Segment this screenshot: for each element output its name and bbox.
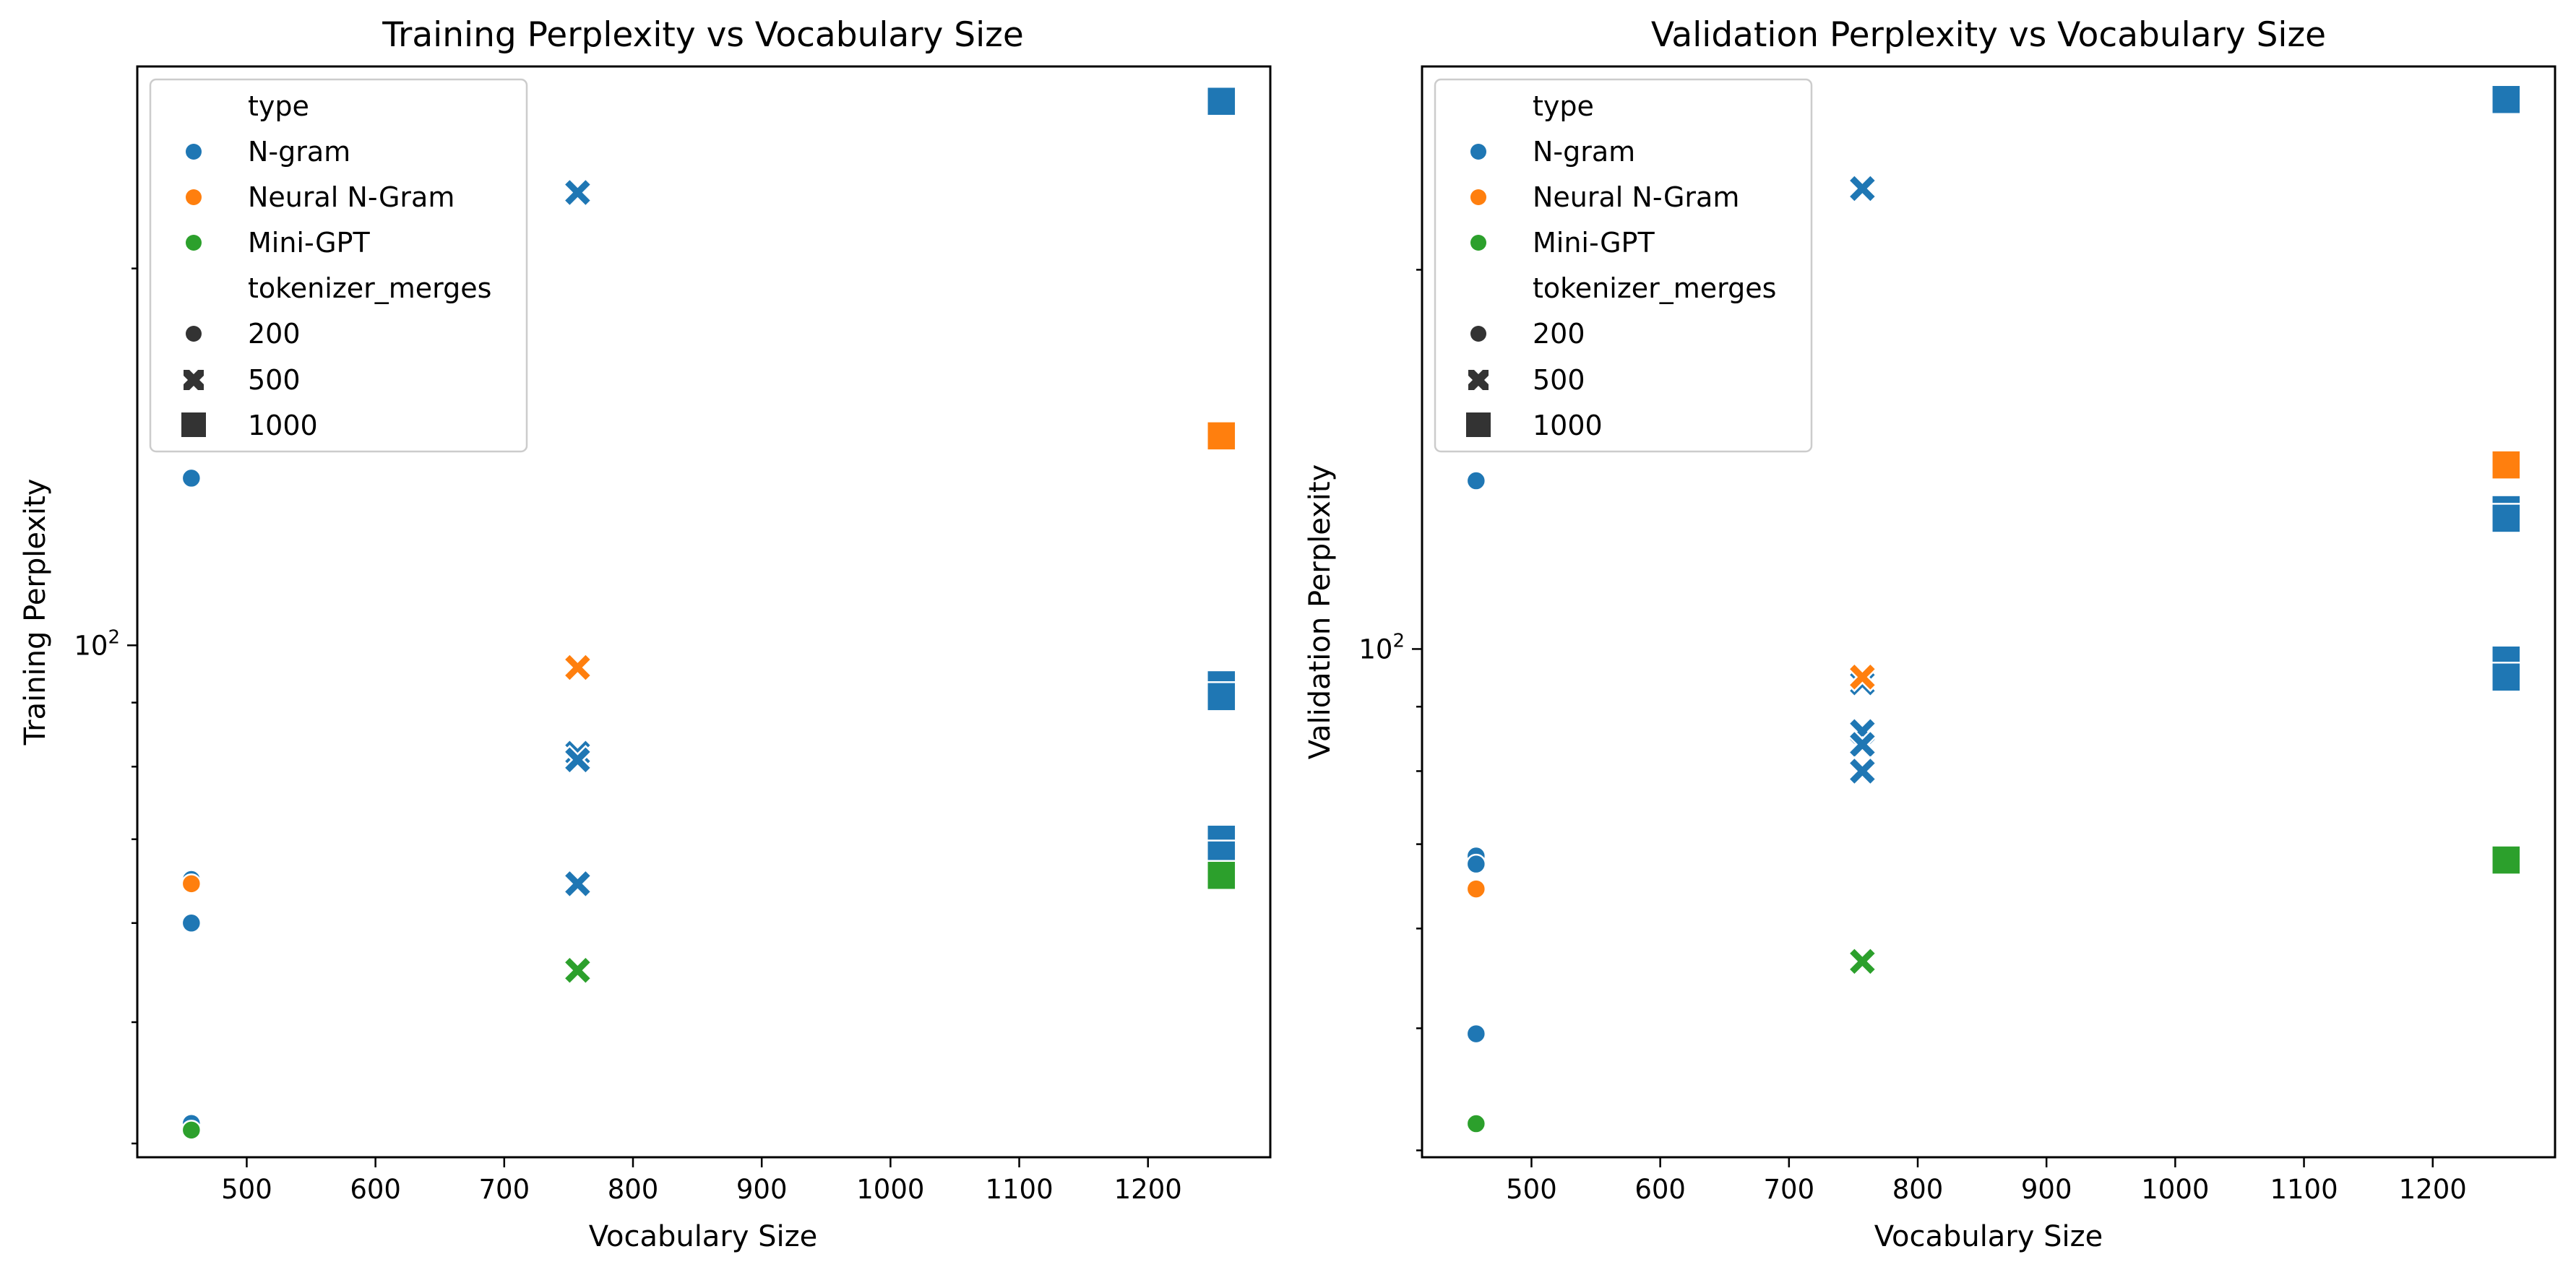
x-axis: 500 600 700 800 900 1000 1100 1200: [221, 1157, 1182, 1205]
x-tick-label: 500: [221, 1174, 272, 1205]
data-point-square: [2491, 503, 2522, 534]
data-point-x: [562, 652, 593, 683]
x-tick-label: 1200: [2399, 1174, 2467, 1205]
x-axis-label: Vocabulary Size: [1874, 1220, 2103, 1253]
legend-marker-n-gram: [186, 144, 202, 160]
plot-frame: [1421, 65, 2556, 1159]
training-perplexity-chart: Training Perplexity vs Vocabulary Size 5…: [19, 15, 1272, 1253]
legend-label-neural-n-gram: Neural N-Gram: [248, 181, 455, 213]
x-tick-label: 900: [736, 1174, 788, 1205]
legend-marker-circle: [1470, 326, 1486, 342]
legend-style-title: tokenizer_merges: [248, 272, 491, 304]
legend-label-200: 200: [248, 318, 301, 350]
data-point-x: [1847, 662, 1878, 693]
legend-label-mini-gpt: Mini-GPT: [1533, 227, 1655, 259]
data-point-square: [2491, 449, 2522, 480]
y-tick-base: 10: [1358, 634, 1392, 665]
data-point-x: [562, 955, 593, 986]
legend-style-title: tokenizer_merges: [1533, 272, 1776, 304]
legend-hue-title: type: [248, 90, 309, 122]
data-point-x: [562, 745, 593, 775]
data-point-square: [1206, 420, 1237, 451]
x-axis-label: Vocabulary Size: [589, 1220, 818, 1253]
chart-title: Training Perplexity vs Vocabulary Size: [382, 15, 1024, 55]
legend-label-mini-gpt: Mini-GPT: [248, 227, 370, 259]
data-point-square: [2491, 662, 2522, 693]
data-point-x: [1847, 756, 1878, 787]
data-point-circle: [1465, 470, 1487, 491]
legend: type N-gram Neural N-Gram Mini-GPT token…: [1434, 78, 1813, 453]
y-axis: 102: [74, 267, 137, 1145]
legend-box: [149, 78, 528, 453]
data-points: [1465, 84, 2522, 1134]
chart-title: Validation Perplexity vs Vocabulary Size: [1651, 15, 2326, 55]
data-point-x: [1847, 173, 1878, 204]
plot-frame: [136, 65, 1272, 1159]
data-point-circle: [181, 873, 202, 894]
data-point-square: [1206, 85, 1237, 117]
x-tick-label: 500: [1506, 1174, 1557, 1205]
x-tick-label: 700: [479, 1174, 530, 1205]
data-point-circle: [1465, 1023, 1487, 1045]
data-point-circle: [181, 1120, 202, 1141]
data-point-x: [1847, 729, 1878, 760]
legend-marker-neural-n-gram: [186, 189, 202, 205]
data-point-square: [2491, 84, 2522, 116]
legend-label-1000: 1000: [248, 410, 318, 441]
data-point-square: [1206, 681, 1237, 712]
x-tick-label: 1000: [856, 1174, 924, 1205]
y-tick-label: 102: [74, 626, 120, 661]
data-point-x: [562, 868, 593, 899]
y-tick-base: 10: [74, 630, 108, 661]
legend-label-500: 500: [248, 364, 301, 396]
data-point-circle: [1465, 853, 1487, 875]
y-tick-exponent: 2: [108, 626, 120, 648]
legend-label-n-gram: N-gram: [1533, 136, 1635, 168]
legend-marker-circle: [186, 326, 202, 342]
legend-box: [1434, 78, 1813, 453]
validation-perplexity-chart: Validation Perplexity vs Vocabulary Size…: [1304, 15, 2556, 1253]
x-tick-label: 1200: [1114, 1174, 1182, 1205]
data-point-circle: [1465, 1113, 1487, 1134]
x-tick-label: 1100: [985, 1174, 1053, 1205]
data-point-circle: [181, 467, 202, 489]
data-point-circle: [1465, 878, 1487, 899]
legend-label-neural-n-gram: Neural N-Gram: [1533, 181, 1739, 213]
legend-marker-square: [1466, 412, 1491, 437]
legend: type N-gram Neural N-Gram Mini-GPT token…: [149, 78, 528, 453]
legend-label-n-gram: N-gram: [248, 136, 350, 168]
legend-marker-mini-gpt: [1470, 235, 1486, 251]
legend-hue-title: type: [1533, 90, 1594, 122]
y-tick-exponent: 2: [1392, 630, 1405, 652]
data-point-x: [562, 177, 593, 208]
legend-marker-x: [184, 370, 204, 390]
data-point-square: [2491, 844, 2522, 876]
legend-label-1000: 1000: [1533, 410, 1603, 441]
legend-marker-neural-n-gram: [1470, 189, 1486, 205]
data-point-square: [1206, 860, 1237, 891]
legend-marker-mini-gpt: [186, 235, 202, 251]
x-tick-label: 600: [1634, 1174, 1686, 1205]
x-tick-label: 900: [2021, 1174, 2072, 1205]
x-tick-label: 800: [608, 1174, 659, 1205]
legend-marker-x: [1468, 370, 1489, 390]
legend-marker-n-gram: [1470, 144, 1486, 160]
y-axis-label: Validation Perplexity: [1304, 464, 1337, 760]
y-axis: 102: [1358, 269, 1422, 1151]
y-tick-label: 102: [1358, 630, 1405, 665]
x-axis: 500 600 700 800 900 1000 1100 1200: [1506, 1157, 2467, 1205]
x-tick-label: 700: [1764, 1174, 1815, 1205]
data-point-circle: [181, 912, 202, 934]
legend-label-200: 200: [1533, 318, 1585, 350]
data-point-x: [1847, 946, 1878, 977]
x-tick-label: 800: [1892, 1174, 1944, 1205]
x-tick-label: 1100: [2270, 1174, 2338, 1205]
data-points: [181, 85, 1237, 1141]
x-tick-label: 1000: [2141, 1174, 2209, 1205]
y-axis-label: Training Perplexity: [19, 479, 52, 746]
legend-marker-square: [181, 412, 206, 437]
legend-label-500: 500: [1533, 364, 1585, 396]
x-tick-label: 600: [350, 1174, 401, 1205]
